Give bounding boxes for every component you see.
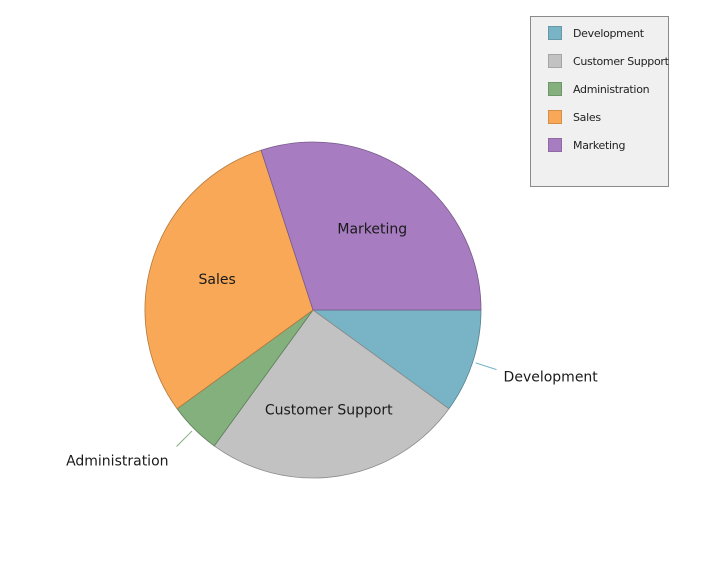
- pie-slice-customer-support: [213, 309, 450, 479]
- legend-swatch-sales: [548, 110, 562, 124]
- legend-item-development: Development: [548, 25, 644, 41]
- legend-swatch-administration: [548, 82, 562, 96]
- pie-label-sales: Sales: [198, 272, 235, 288]
- legend-swatch-marketing: [548, 138, 562, 152]
- legend-item-customer-support: Customer Support: [548, 53, 669, 69]
- legend-label-customer-support: Customer Support: [573, 54, 669, 68]
- pie-label-customer-support: Customer Support: [265, 403, 393, 419]
- pie-label-development: Development: [504, 370, 599, 386]
- legend-swatch-development: [548, 26, 562, 40]
- pie-label-administration: Administration: [66, 453, 168, 469]
- pie-slice-sales: [144, 149, 314, 410]
- legend-label-marketing: Marketing: [573, 138, 626, 152]
- pie-labels: Development Customer Support Administratio…: [66, 221, 598, 469]
- legend-swatch-customer-support: [548, 54, 562, 68]
- legend-label-development: Development: [573, 26, 644, 40]
- pie-slice-marketing: [260, 141, 482, 311]
- legend-item-marketing: Marketing: [548, 137, 625, 153]
- legend-label-sales: Sales: [573, 110, 601, 124]
- pie-slice-development: [311, 309, 482, 410]
- legend-label-administration: Administration: [573, 82, 650, 96]
- legend-item-sales: Sales: [548, 109, 601, 125]
- legend-item-administration: Administration: [548, 81, 650, 97]
- leader-line-administration: [176, 430, 193, 447]
- pie-leader-lines: [176, 362, 497, 447]
- leader-line-development: [475, 362, 497, 371]
- pie-slices: [144, 141, 482, 479]
- pie-label-marketing: Marketing: [337, 221, 407, 237]
- legend: Development Customer Support Administrat…: [530, 16, 669, 187]
